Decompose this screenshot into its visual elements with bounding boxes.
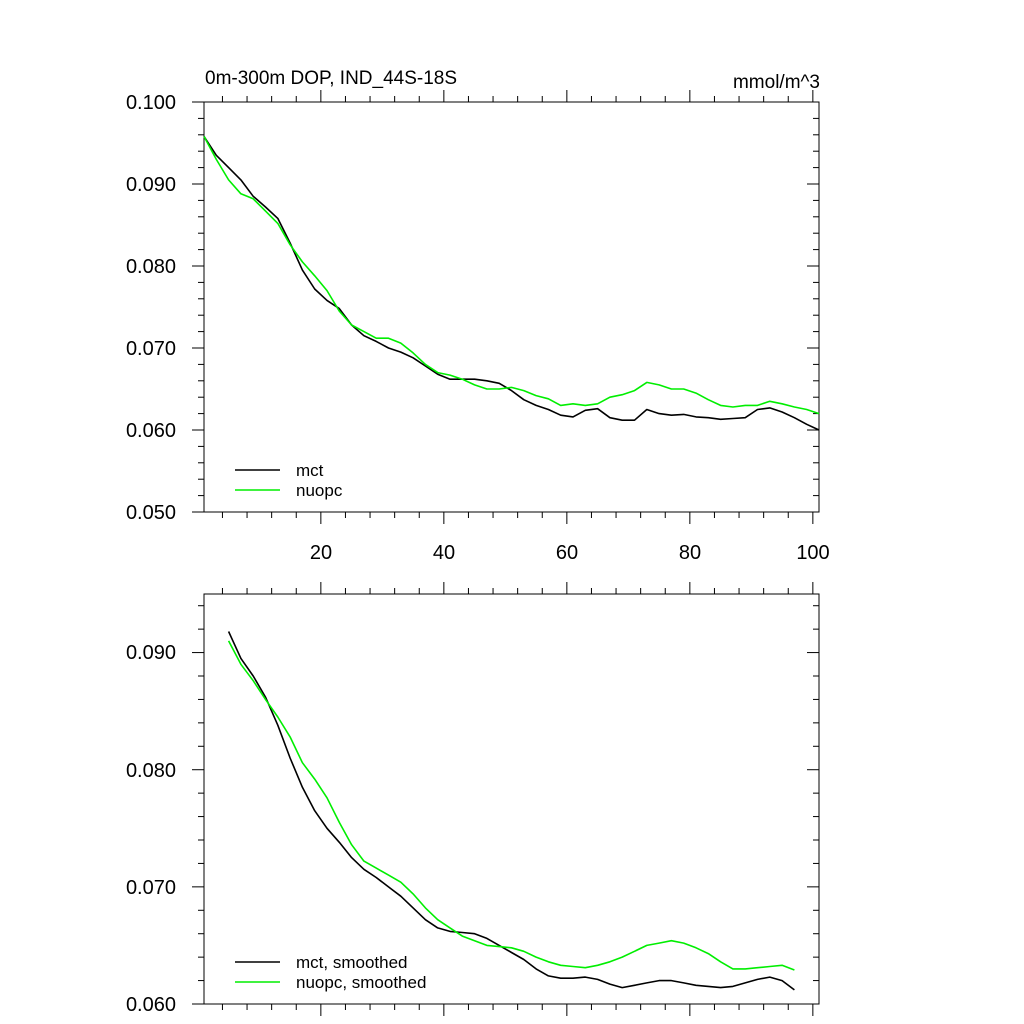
legend-label: mct, smoothed — [296, 953, 408, 972]
y-tick-label: 0.090 — [126, 174, 176, 196]
chart-title: 0m-300m DOP, IND_44S-18S — [205, 68, 457, 89]
y-tick-label: 0.100 — [126, 92, 176, 114]
legend-label: mct — [296, 461, 324, 480]
x-tick-label: 100 — [796, 542, 829, 564]
x-tick-label: 80 — [679, 542, 701, 564]
y-tick-label: 0.060 — [126, 994, 176, 1016]
mct-smoothed-series-line — [227, 631, 795, 991]
top-y-tick-labels: 0.050 0.060 0.070 0.080 0.090 0.100 — [126, 92, 176, 524]
legend-label: nuopc — [296, 481, 343, 500]
bottom-axis-ticks — [192, 582, 819, 1016]
bottom-panel: 0.060 0.070 0.080 0.090 mct, smoothed nu… — [126, 582, 820, 1016]
top-axis-ticks — [192, 90, 819, 524]
y-tick-label: 0.070 — [126, 338, 176, 360]
top-panel: 0m-300m DOP, IND_44S-18S mmol/m^3 0.050 … — [126, 68, 830, 564]
nuopc-smoothed-series-line — [227, 640, 795, 971]
y-tick-label: 0.050 — [126, 502, 176, 524]
top-legend: mct nuopc — [235, 461, 343, 500]
y-tick-label: 0.080 — [126, 256, 176, 278]
bottom-y-tick-labels: 0.060 0.070 0.080 0.090 — [126, 642, 176, 1016]
y-tick-label: 0.070 — [126, 877, 176, 899]
bottom-plot-frame — [203, 593, 820, 1005]
x-tick-label: 40 — [433, 542, 455, 564]
bottom-legend: mct, smoothed nuopc, smoothed — [235, 953, 426, 992]
y-tick-label: 0.090 — [126, 642, 176, 664]
top-x-tick-labels: 20 40 60 80 100 — [310, 542, 830, 564]
x-tick-label: 20 — [310, 542, 332, 564]
mct-series-line — [203, 135, 820, 431]
y-tick-label: 0.060 — [126, 420, 176, 442]
x-tick-label: 60 — [556, 542, 578, 564]
nuopc-series-line — [203, 136, 820, 415]
legend-label: nuopc, smoothed — [296, 973, 426, 992]
units-label: mmol/m^3 — [733, 72, 820, 93]
y-tick-label: 0.080 — [126, 760, 176, 782]
top-plot-frame — [203, 101, 820, 513]
